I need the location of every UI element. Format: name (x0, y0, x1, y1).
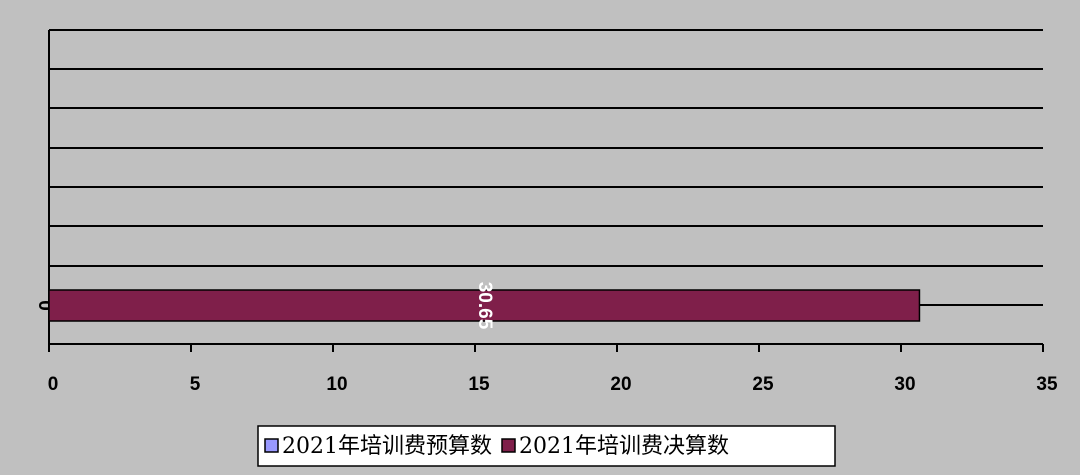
x-tick-label: 30 (894, 374, 915, 395)
x-tick-label: 0 (48, 374, 59, 395)
x-tick-label: 15 (468, 374, 490, 395)
legend (257, 425, 836, 467)
data-label: 0 (34, 300, 55, 311)
x-tick-label: 20 (610, 374, 631, 395)
legend-label: 2021年培训费决算数 (519, 434, 729, 459)
legend-swatch (501, 438, 516, 453)
x-tick-label: 5 (190, 374, 201, 395)
x-tick-label: 25 (752, 374, 774, 395)
x-tick-label: 35 (1036, 374, 1058, 395)
bar (48, 289, 921, 322)
data-label: 30.65 (474, 282, 495, 330)
legend-label: 2021年培训费预算数 (282, 434, 492, 459)
legend-swatch (264, 438, 279, 453)
x-tick-label: 10 (326, 374, 347, 395)
plot-lines (48, 29, 1043, 345)
